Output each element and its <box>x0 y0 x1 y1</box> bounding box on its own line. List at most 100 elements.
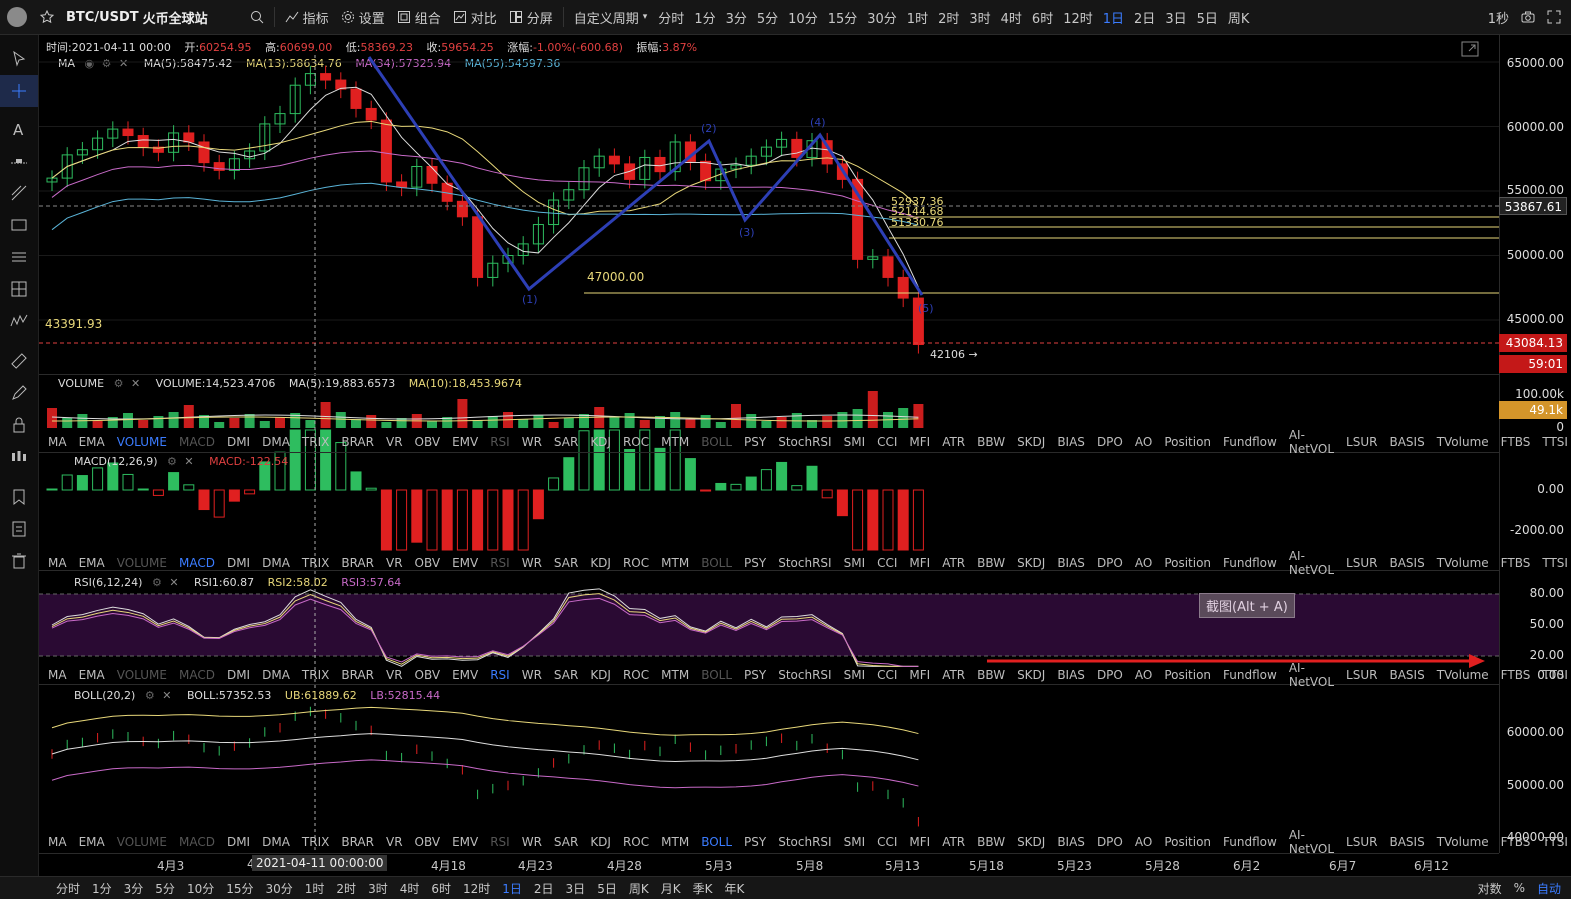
indicator-tab-wr[interactable]: WR <box>521 668 542 682</box>
indicator-tab-mfi[interactable]: MFI <box>909 556 931 570</box>
indicator-tab-trix[interactable]: TRIX <box>301 435 330 449</box>
indicator-tab-atr[interactable]: ATR <box>942 835 966 849</box>
bottom-period-11[interactable]: 6时 <box>431 881 451 896</box>
bottom-period-5[interactable]: 15分 <box>226 881 254 896</box>
indicator-tab-obv[interactable]: OBV <box>414 835 441 849</box>
indicator-tab-fundflow[interactable]: Fundflow <box>1223 435 1277 449</box>
period-0[interactable]: 分时 <box>658 11 685 27</box>
bottom-period-15[interactable]: 3日 <box>565 881 586 896</box>
search-icon[interactable] <box>244 0 270 34</box>
indicator-tab-boll[interactable]: BOLL <box>701 556 733 570</box>
indicator-tab-dmi[interactable]: DMI <box>226 668 251 682</box>
indicator-tab-skdj[interactable]: SKDJ <box>1017 556 1046 570</box>
symbol-title[interactable]: BTC/USDT 火币全球站 <box>60 0 214 34</box>
period-14[interactable]: 2日 <box>1134 11 1156 27</box>
indicator-tab-ttsi[interactable]: TTSI <box>1542 556 1568 570</box>
percent-scale-toggle[interactable]: % <box>1513 881 1525 895</box>
indicator-tab-dpo[interactable]: DPO <box>1096 435 1123 449</box>
combo-button[interactable]: 组合 <box>391 0 447 34</box>
indicator-tab-sar[interactable]: SAR <box>553 835 579 849</box>
indicator-tab-lsur[interactable]: LSUR <box>1346 556 1378 570</box>
bottom-period-1[interactable]: 1分 <box>92 881 112 896</box>
indicator-tab-obv[interactable]: OBV <box>414 556 441 570</box>
bottom-period-12[interactable]: 12时 <box>462 881 491 896</box>
indicator-tab-sar[interactable]: SAR <box>553 668 579 682</box>
indicator-tab-obv[interactable]: OBV <box>414 435 441 449</box>
indicator-tab-basis[interactable]: BASIS <box>1389 835 1425 849</box>
trendline-icon[interactable] <box>0 177 38 209</box>
indicator-tab-emv[interactable]: EMV <box>452 435 479 449</box>
indicator-tab-roc[interactable]: ROC <box>622 435 650 449</box>
bottom-period-2[interactable]: 3分 <box>123 881 144 896</box>
indicator-tab-emv[interactable]: EMV <box>452 668 479 682</box>
indicator-tab-obv[interactable]: OBV <box>414 668 441 682</box>
indicator-tab-ao[interactable]: AO <box>1134 835 1153 849</box>
indicator-tab-position[interactable]: Position <box>1164 556 1212 570</box>
gear-icon[interactable]: ⚙ <box>151 576 162 589</box>
volume-name[interactable]: VOLUME <box>58 377 105 390</box>
indicator-tab-cci[interactable]: CCI <box>877 668 898 682</box>
indicator-button[interactable]: 指标 <box>279 0 335 34</box>
indicator-tab-ai-netvol[interactable]: AI-NetVOL <box>1288 549 1335 577</box>
indicator-tab-trix[interactable]: TRIX <box>301 668 330 682</box>
period-9[interactable]: 3时 <box>969 11 991 27</box>
pencil-icon[interactable] <box>0 377 38 409</box>
rsi-axis[interactable]: 80.00 50.00 20.00 0.00 <box>1499 571 1571 684</box>
indicator-tab-wr[interactable]: WR <box>521 835 542 849</box>
lock-icon[interactable] <box>0 409 38 441</box>
close-icon[interactable]: ✕ <box>169 576 179 589</box>
indicator-tab-volume[interactable]: VOLUME <box>116 668 167 682</box>
indicator-tab-ai-netvol[interactable]: AI-NetVOL <box>1288 661 1335 689</box>
indicator-tab-tvolume[interactable]: TVolume <box>1436 556 1489 570</box>
gear-icon[interactable]: ⚙ <box>144 689 155 702</box>
price-line-icon[interactable] <box>0 145 38 177</box>
indicator-tab-kdj[interactable]: KDJ <box>590 835 611 849</box>
indicator-tab-emv[interactable]: EMV <box>452 556 479 570</box>
indicator-tab-dmi[interactable]: DMI <box>226 435 251 449</box>
gear-icon[interactable]: ⚙ <box>167 455 177 468</box>
indicator-tab-psy[interactable]: PSY <box>744 556 767 570</box>
bottom-period-17[interactable]: 周K <box>628 881 649 896</box>
indicator-tab-ma[interactable]: MA <box>48 556 67 570</box>
bottom-period-3[interactable]: 5分 <box>155 881 175 896</box>
indicator-tab-mfi[interactable]: MFI <box>909 435 931 449</box>
indicator-tab-position[interactable]: Position <box>1164 435 1212 449</box>
indicator-tab-sar[interactable]: SAR <box>553 435 579 449</box>
indicator-tab-bbw[interactable]: BBW <box>977 556 1006 570</box>
indicator-tab-stochrsi[interactable]: StochRSI <box>778 556 832 570</box>
period-12[interactable]: 12时 <box>1063 11 1093 27</box>
boll-pane[interactable] <box>51 706 919 827</box>
indicator-tab-position[interactable]: Position <box>1164 668 1212 682</box>
indicator-tab-tvolume[interactable]: TVolume <box>1436 435 1489 449</box>
close-icon[interactable]: ✕ <box>162 689 172 702</box>
indicator-tab-tvolume[interactable]: TVolume <box>1436 668 1489 682</box>
indicator-tab-wr[interactable]: WR <box>521 556 542 570</box>
close-icon[interactable]: ✕ <box>184 455 194 468</box>
indicator-tab-boll[interactable]: BOLL <box>701 435 733 449</box>
indicator-tab-atr[interactable]: ATR <box>942 556 966 570</box>
bottom-period-9[interactable]: 3时 <box>368 881 388 896</box>
indicator-tab-macd[interactable]: MACD <box>178 668 215 682</box>
indicator-tab-fundflow[interactable]: Fundflow <box>1223 668 1277 682</box>
bottom-period-0[interactable]: 分时 <box>56 881 81 896</box>
bottom-period-13[interactable]: 1日 <box>502 881 522 896</box>
indicator-tab-psy[interactable]: PSY <box>744 835 767 849</box>
bottom-period-19[interactable]: 季K <box>692 881 713 896</box>
indicator-tab-ftbs[interactable]: FTBS <box>1500 556 1531 570</box>
indicator-tab-ao[interactable]: AO <box>1134 556 1153 570</box>
indicator-tab-basis[interactable]: BASIS <box>1389 668 1425 682</box>
indicator-tab-ao[interactable]: AO <box>1134 668 1153 682</box>
bottom-period-20[interactable]: 年K <box>724 881 745 896</box>
macd-pane[interactable] <box>46 429 924 551</box>
indicator-tab-smi[interactable]: SMI <box>843 668 866 682</box>
period-15[interactable]: 3日 <box>1165 11 1187 27</box>
period-7[interactable]: 1时 <box>906 11 929 27</box>
indicator-tab-bias[interactable]: BIAS <box>1057 435 1085 449</box>
indicator-tab-position[interactable]: Position <box>1164 835 1212 849</box>
bottom-period-7[interactable]: 1时 <box>304 881 325 896</box>
eye-icon[interactable]: ◉ <box>84 57 95 70</box>
text-tool-icon[interactable]: A <box>0 113 38 145</box>
period-6[interactable]: 30分 <box>867 11 897 27</box>
indicator-tab-roc[interactable]: ROC <box>622 835 650 849</box>
indicator-tab-fundflow[interactable]: Fundflow <box>1223 835 1277 849</box>
